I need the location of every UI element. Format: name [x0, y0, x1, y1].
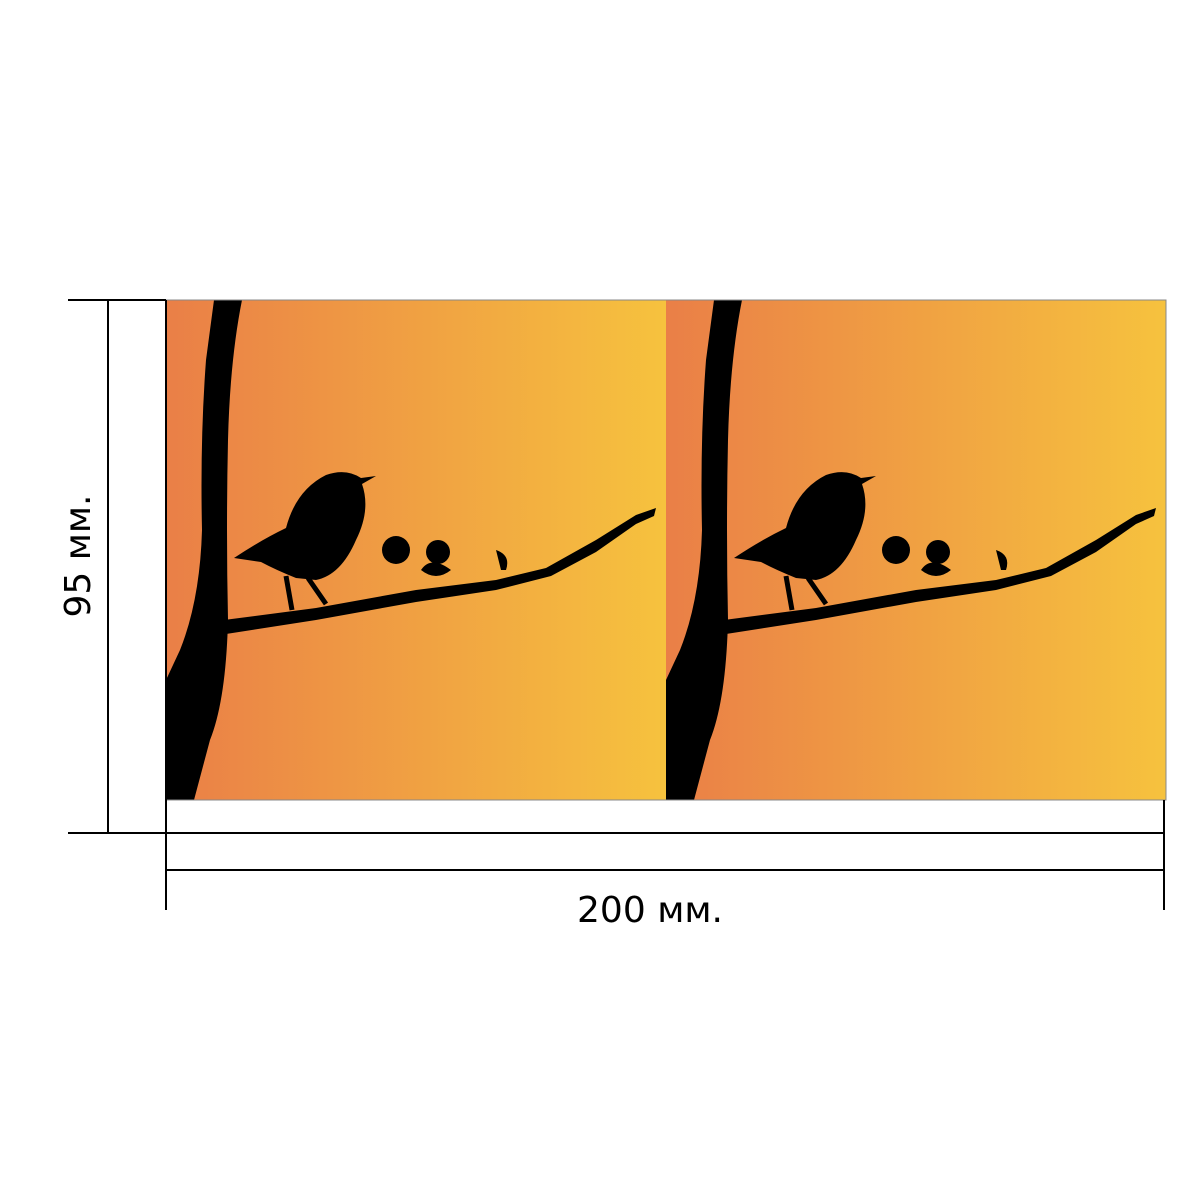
product-panel — [666, 300, 1166, 800]
dimension-lines — [68, 299, 1165, 910]
product-panel — [166, 300, 666, 800]
height-label: 95 мм. — [58, 494, 99, 617]
width-label: 200 мм. — [577, 890, 723, 931]
